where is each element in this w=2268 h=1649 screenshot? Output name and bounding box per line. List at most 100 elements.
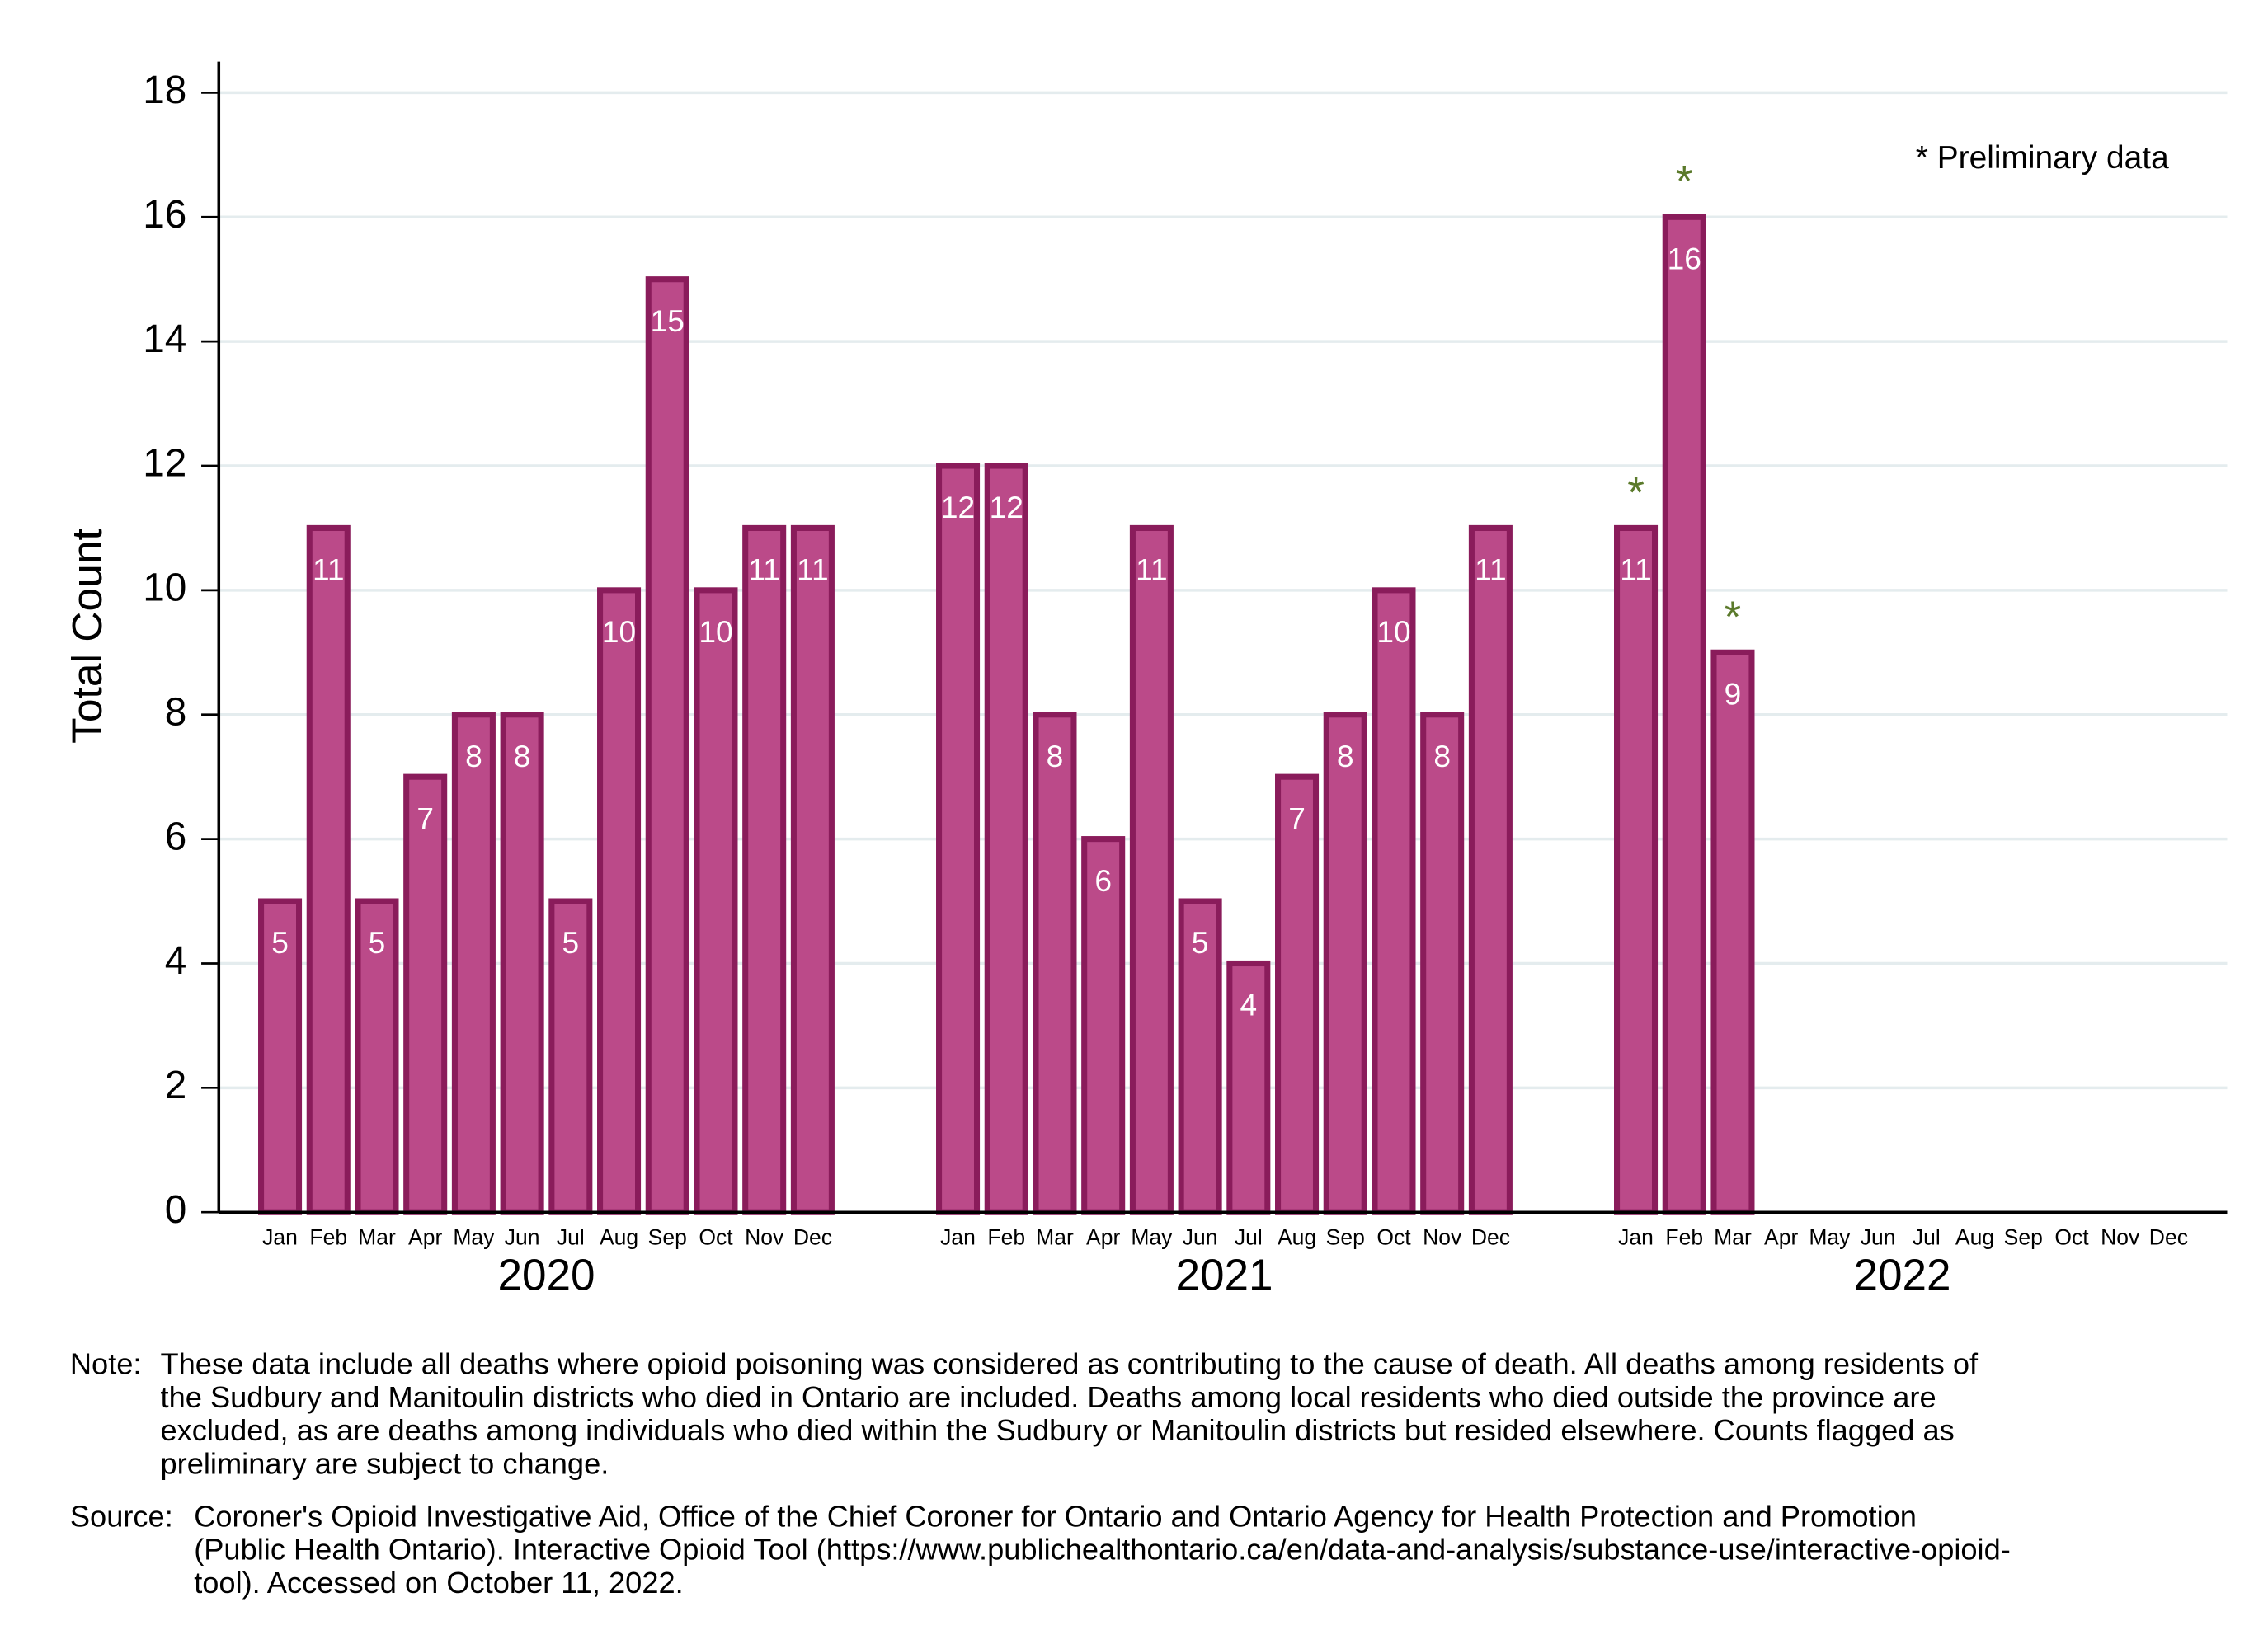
bar bbox=[1323, 712, 1367, 1215]
y-axis-label: Total Count bbox=[63, 529, 111, 744]
x-tick-label: May bbox=[1809, 1224, 1851, 1249]
value-label: 7 bbox=[416, 801, 434, 835]
value-label: 7 bbox=[1288, 801, 1306, 835]
value-label: 4 bbox=[1240, 988, 1258, 1022]
x-tick-label: Oct bbox=[2054, 1224, 2089, 1249]
value-label: 9 bbox=[1725, 676, 1742, 711]
x-tick-label: Mar bbox=[1036, 1224, 1074, 1249]
bar bbox=[645, 276, 689, 1215]
x-tick-label: May bbox=[453, 1224, 495, 1249]
value-label: 12 bbox=[941, 490, 975, 524]
y-tick-label: 14 bbox=[143, 317, 186, 361]
value-label: 5 bbox=[369, 925, 386, 960]
x-tick-label: Aug bbox=[1955, 1224, 1994, 1249]
bar bbox=[1275, 773, 1320, 1215]
bar bbox=[1614, 524, 1659, 1215]
note-line: tool). Accessed on October 11, 2022. bbox=[194, 1566, 684, 1600]
bar bbox=[597, 587, 642, 1215]
bar bbox=[1226, 960, 1271, 1215]
x-tick-label: Sep bbox=[2004, 1224, 2043, 1249]
value-label: 11 bbox=[797, 552, 829, 587]
value-label: 8 bbox=[514, 739, 531, 773]
bar bbox=[936, 463, 981, 1215]
x-tick-label: Jul bbox=[1913, 1224, 1941, 1249]
bar bbox=[306, 524, 351, 1215]
y-tick-label: 4 bbox=[165, 939, 187, 983]
value-label: 5 bbox=[1192, 925, 1209, 960]
x-tick-label: Dec bbox=[793, 1224, 832, 1249]
y-tick-label: 2 bbox=[165, 1064, 187, 1107]
y-tick-label: 16 bbox=[143, 193, 186, 237]
x-tick-label: Apr bbox=[1086, 1224, 1120, 1249]
value-label: 8 bbox=[1337, 739, 1354, 773]
x-tick-label: Aug bbox=[1278, 1224, 1316, 1249]
bar bbox=[500, 712, 544, 1215]
x-tick-label: Sep bbox=[648, 1224, 687, 1249]
x-tick-label: May bbox=[1131, 1224, 1173, 1249]
y-tick-label: 6 bbox=[165, 815, 187, 858]
value-label: 11 bbox=[313, 552, 345, 587]
note-line: excluded, as are deaths among individual… bbox=[161, 1413, 1955, 1447]
bar bbox=[1662, 214, 1706, 1215]
x-tick-label: Jan bbox=[262, 1224, 298, 1249]
x-tick-label: Mar bbox=[1714, 1224, 1752, 1249]
note-label: Note: bbox=[70, 1346, 142, 1380]
x-tick-label: Feb bbox=[1665, 1224, 1703, 1249]
value-label: 12 bbox=[990, 490, 1023, 524]
y-tick-label: 10 bbox=[143, 566, 186, 609]
x-tick-label: Oct bbox=[1376, 1224, 1411, 1249]
bar bbox=[984, 463, 1028, 1215]
note-label: Source: bbox=[70, 1499, 173, 1533]
value-label: 11 bbox=[748, 552, 780, 587]
bar bbox=[1710, 649, 1755, 1215]
bar bbox=[451, 712, 496, 1215]
value-label: 10 bbox=[699, 614, 732, 649]
note-line: Coroner's Opioid Investigative Aid, Offi… bbox=[194, 1499, 1917, 1533]
note-line: preliminary are subject to change. bbox=[161, 1446, 609, 1480]
year-label: 2021 bbox=[1175, 1251, 1273, 1299]
x-tick-label: Jul bbox=[557, 1224, 585, 1249]
y-tick-label: 18 bbox=[143, 68, 186, 112]
note-line: (Public Health Ontario). Interactive Opi… bbox=[194, 1533, 2011, 1567]
x-tick-label: Nov bbox=[2101, 1224, 2140, 1249]
value-label: 8 bbox=[1433, 739, 1451, 773]
x-tick-label: Sep bbox=[1326, 1224, 1365, 1249]
bar bbox=[403, 773, 448, 1215]
value-label: 15 bbox=[651, 303, 685, 338]
value-label: 5 bbox=[562, 925, 580, 960]
x-tick-label: Feb bbox=[309, 1224, 347, 1249]
bar bbox=[790, 524, 835, 1215]
x-tick-label: Dec bbox=[1471, 1224, 1510, 1249]
x-tick-label: Apr bbox=[1764, 1224, 1798, 1249]
note-line: the Sudbury and Manitoulin districts who… bbox=[161, 1380, 1936, 1414]
x-tick-label: Nov bbox=[745, 1224, 784, 1249]
value-label: 8 bbox=[1047, 739, 1064, 773]
x-tick-label: Oct bbox=[699, 1224, 733, 1249]
bar bbox=[1372, 587, 1416, 1215]
preliminary-flag: * bbox=[1627, 468, 1645, 517]
x-tick-label: Dec bbox=[2149, 1224, 2188, 1249]
x-tick-label: Apr bbox=[408, 1224, 442, 1249]
bar bbox=[1468, 524, 1513, 1215]
value-label: 11 bbox=[1620, 552, 1652, 587]
bar bbox=[1033, 712, 1077, 1215]
y-tick-label: 12 bbox=[143, 442, 186, 486]
x-tick-label: Jun bbox=[1861, 1224, 1896, 1249]
y-tick-label: 8 bbox=[165, 690, 187, 734]
x-tick-label: Feb bbox=[987, 1224, 1025, 1249]
preliminary-flag: * bbox=[1676, 157, 1693, 206]
value-label: 6 bbox=[1094, 863, 1112, 898]
x-tick-label: Mar bbox=[358, 1224, 396, 1249]
x-tick-label: Jul bbox=[1235, 1224, 1263, 1249]
preliminary-flag: * bbox=[1725, 593, 1742, 641]
x-tick-label: Jan bbox=[940, 1224, 976, 1249]
bar bbox=[1129, 524, 1174, 1215]
value-label: 16 bbox=[1668, 241, 1701, 275]
year-label: 2022 bbox=[1853, 1251, 1950, 1299]
x-tick-label: Jun bbox=[1183, 1224, 1218, 1249]
value-label: 11 bbox=[1136, 552, 1168, 587]
bar bbox=[742, 524, 787, 1215]
x-tick-label: Aug bbox=[600, 1224, 638, 1249]
bar bbox=[694, 587, 738, 1215]
